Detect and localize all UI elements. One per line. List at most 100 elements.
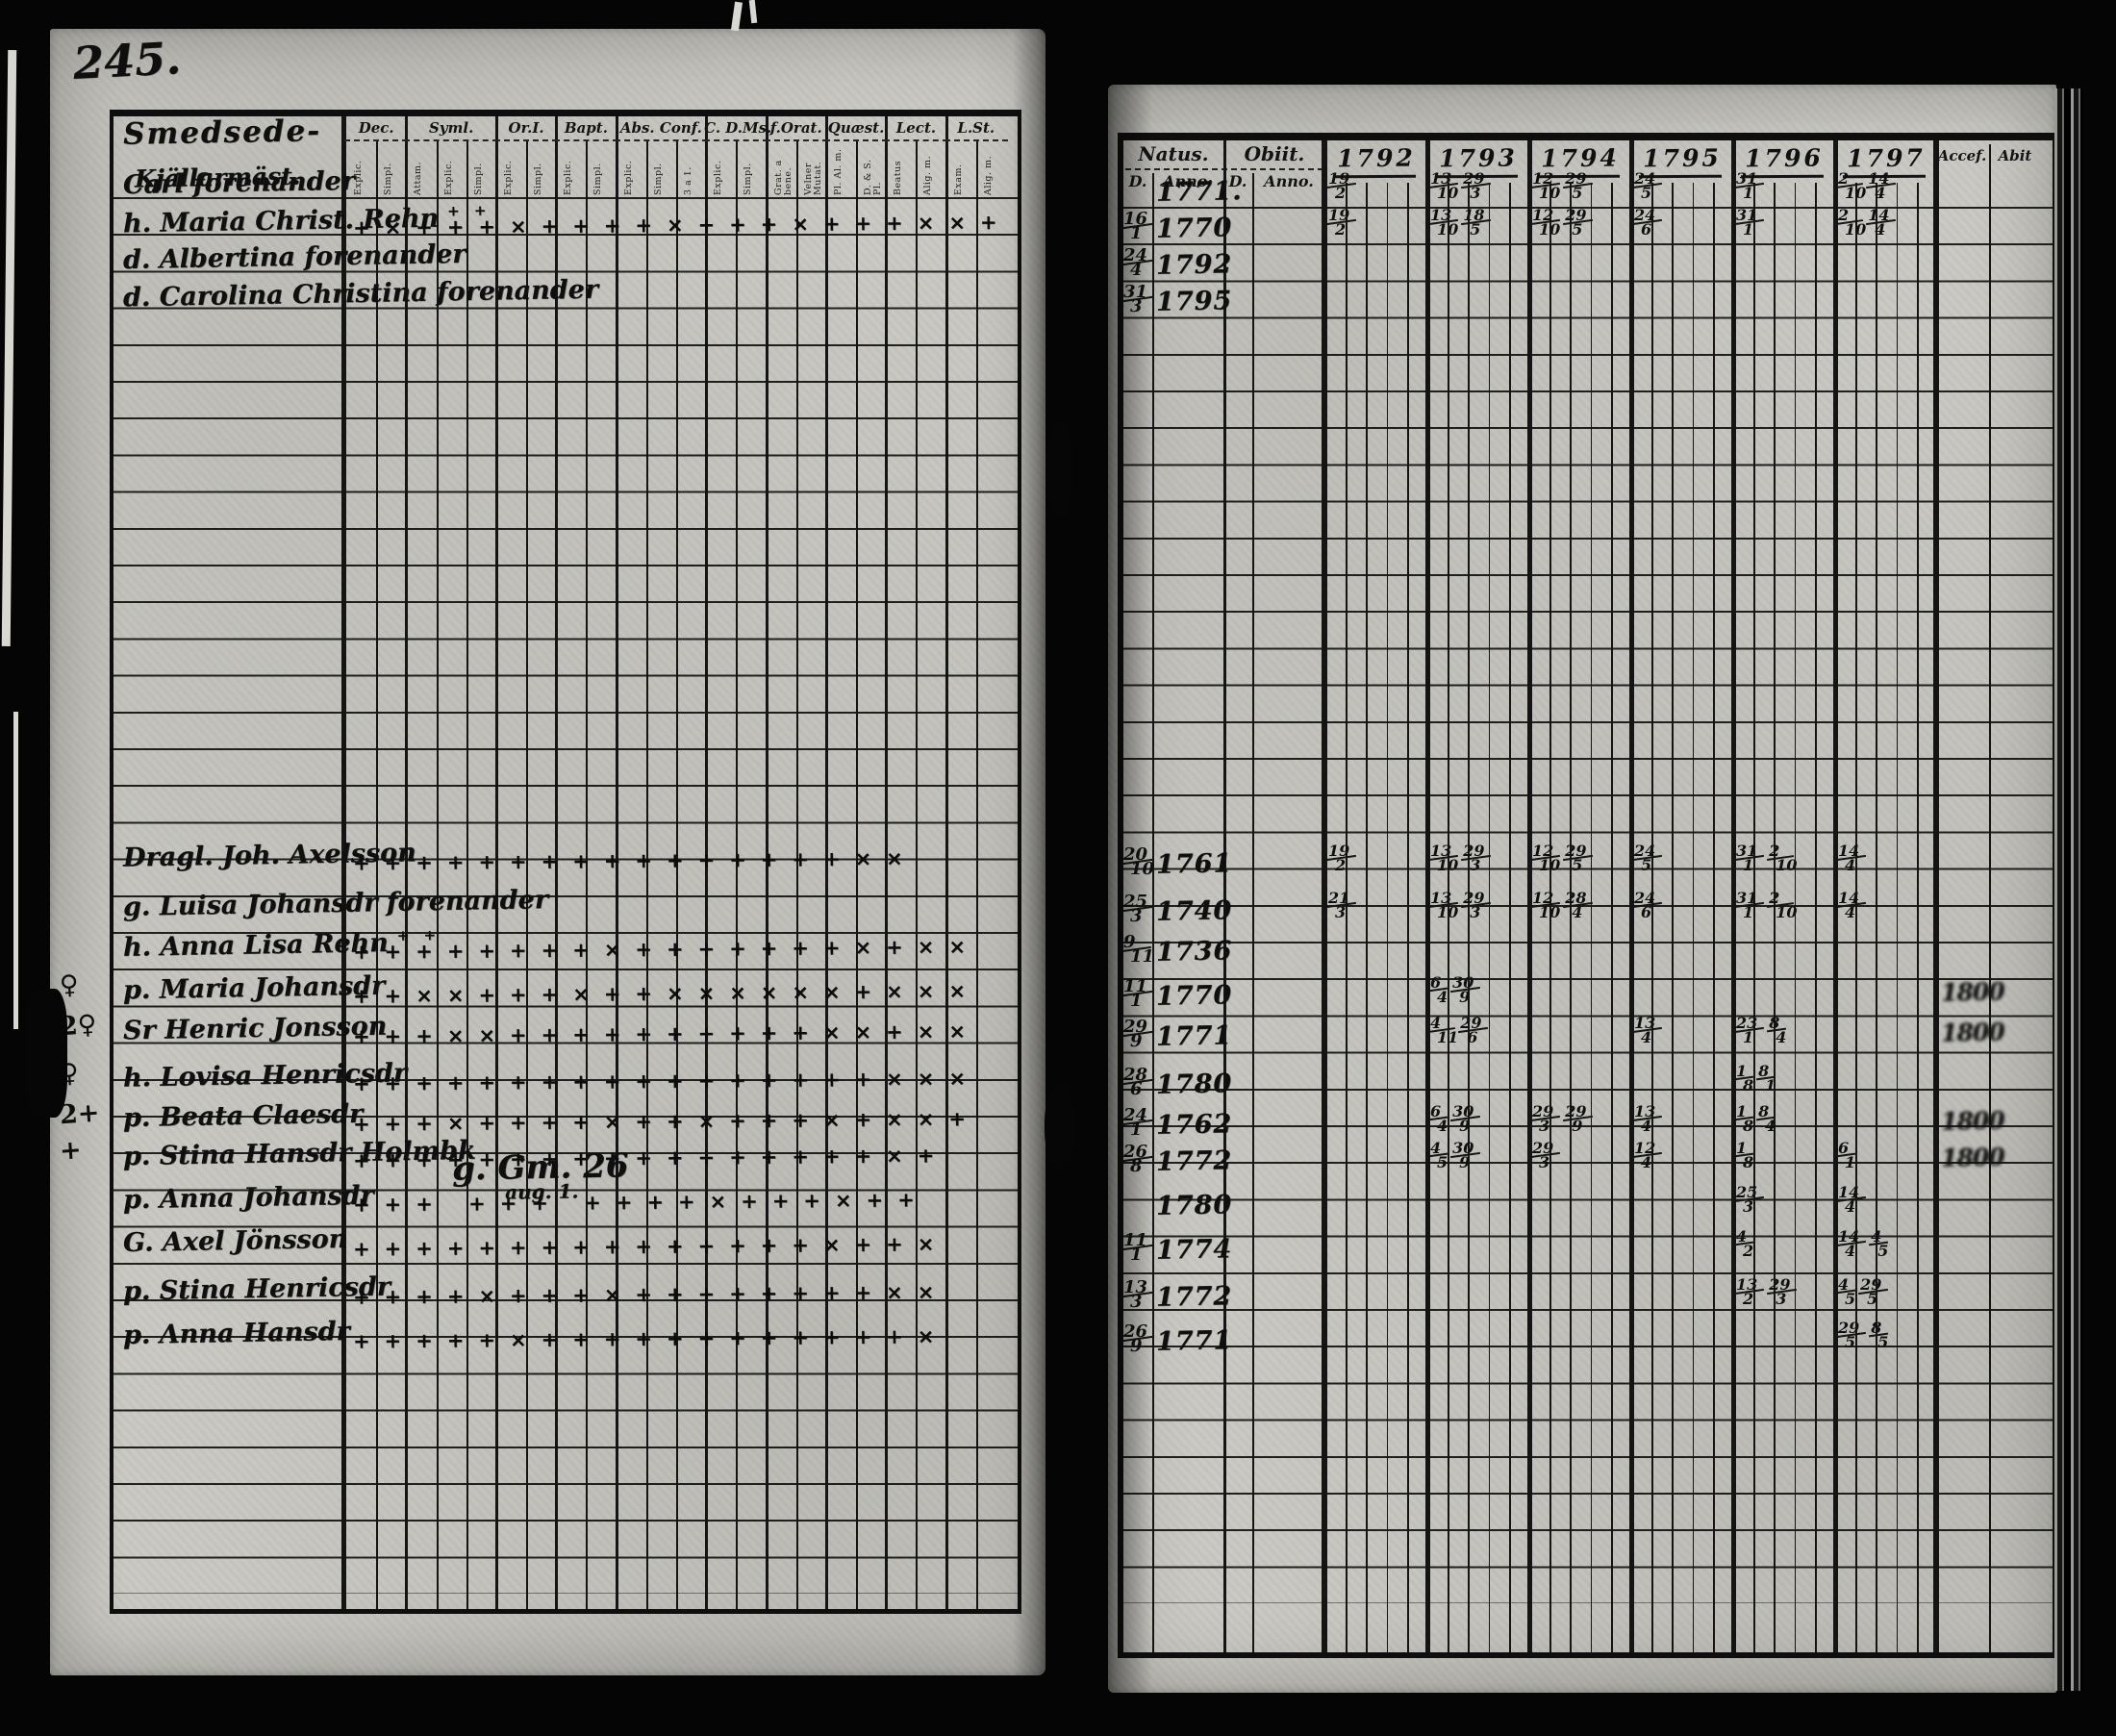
grid-vline-group xyxy=(615,116,618,1609)
fraction-denominator: 10 xyxy=(1130,858,1155,879)
fraction-denominator: 10 xyxy=(1776,903,1798,922)
fraction-numerator: 4 xyxy=(1838,1276,1852,1293)
grid-vline-thin xyxy=(916,141,919,1609)
date-fraction: 2 10 xyxy=(1838,170,1866,200)
accessit-smudge: 1800 xyxy=(1940,977,2004,1007)
fraction-denominator: 1 xyxy=(1130,1244,1143,1265)
fraction-denominator: 5 xyxy=(1572,219,1583,239)
fraction-denominator: 11 xyxy=(1130,946,1155,968)
natus-year: 1761 xyxy=(1155,848,1233,880)
year-cell: 13 4 xyxy=(1634,1103,1669,1133)
natus-year: 1772 xyxy=(1155,1281,1233,1314)
fraction-denominator: 2 xyxy=(1335,219,1347,239)
fraction-numerator: 16 xyxy=(1123,210,1150,227)
natus-day: 28 6 xyxy=(1123,1066,1161,1097)
grid-vline-sub xyxy=(1570,183,1573,1652)
fraction-numerator: 28 xyxy=(1565,891,1589,906)
grid-vline-sub xyxy=(1346,183,1348,1652)
fraction-numerator: 31 xyxy=(1123,284,1150,301)
natus-year: 1770 xyxy=(1155,213,1233,244)
grid-vline-sub xyxy=(1590,183,1593,1652)
year-cell: 12 4 xyxy=(1634,1141,1669,1170)
natus-day: 11 1 xyxy=(1123,978,1161,1010)
grid-vline-sub xyxy=(1448,183,1449,1652)
grid-vline-sub xyxy=(1651,183,1653,1652)
fraction-denominator: 5 xyxy=(1572,183,1583,202)
left-table-frame: Dec. Explic. Simpl. Syml. Attam. Explic. Simpl… xyxy=(110,110,1021,1614)
grid-vline-thin xyxy=(795,141,798,1609)
fraction-denominator: 9 xyxy=(1459,1153,1471,1172)
date-fraction: 25 3 xyxy=(1123,893,1152,925)
fraction-numerator: 6 xyxy=(1430,1103,1444,1120)
natus-year: 1772 xyxy=(1155,1145,1233,1177)
fraction-numerator: 14 xyxy=(1868,170,1892,187)
fraction-numerator: 29 xyxy=(1123,1019,1150,1036)
year-cell: 14 4 xyxy=(1838,891,1873,920)
fraction-denominator: 1 xyxy=(1765,1075,1776,1094)
date-fraction: 29 5 xyxy=(1565,207,1591,237)
fraction-numerator: 26 xyxy=(1123,1144,1150,1161)
fraction-numerator: 31 xyxy=(1736,207,1760,223)
fraction-numerator: 12 xyxy=(1532,170,1556,187)
date-fraction: 29 3 xyxy=(1769,1276,1795,1306)
subcolumn-label: Simpl. xyxy=(743,163,754,195)
column-group-label: Or.I. xyxy=(493,116,559,141)
record-ticks: ++++×+++×++++++++×× xyxy=(352,1280,949,1309)
fraction-denominator: 1 xyxy=(1743,183,1754,202)
fraction-denominator: 10 xyxy=(1539,855,1561,874)
date-fraction: 14 4 xyxy=(1868,207,1894,237)
natus-day: 24 1 xyxy=(1123,1106,1161,1138)
grid-vline-thick xyxy=(1833,140,1838,1652)
fraction-numerator: 13 xyxy=(1430,207,1454,223)
fraction-numerator: 29 xyxy=(1565,170,1589,187)
date-fraction: 12 10 xyxy=(1532,170,1560,200)
fraction-numerator: 12 xyxy=(1532,207,1556,223)
fraction-denominator: 3 xyxy=(1776,1289,1787,1308)
fraction-denominator: 5 xyxy=(1877,1241,1889,1260)
date-fraction: 24 1 xyxy=(1123,1106,1152,1138)
fraction-numerator: 4 xyxy=(1736,1228,1750,1245)
grid-vline-med xyxy=(1223,140,1226,1652)
fraction-denominator: 9 xyxy=(1130,1031,1143,1052)
grid-vline-sub xyxy=(1692,183,1695,1652)
fraction-denominator: 8 xyxy=(1743,1075,1754,1094)
page-number: 245. xyxy=(71,32,183,89)
fraction-denominator: 1 xyxy=(1130,1119,1143,1140)
grid-vline-thin xyxy=(466,141,468,1609)
fraction-numerator: 30 xyxy=(1452,1103,1476,1120)
column-group-label: Lect. xyxy=(884,116,948,141)
grid-vline-sub xyxy=(1508,183,1511,1652)
binding-clasp-blot xyxy=(1045,1085,1075,1168)
date-fraction: 13 2 xyxy=(1736,1276,1762,1306)
grid-vline-group xyxy=(405,116,409,1609)
fraction-denominator: 10 xyxy=(1437,855,1459,874)
fraction-numerator: 24 xyxy=(1634,207,1658,223)
record-ticks: +++++++++++++++×++× xyxy=(352,1232,949,1261)
year-cell: 29 3 xyxy=(1532,1141,1567,1170)
grid-vline-group xyxy=(705,116,709,1609)
fraction-numerator: 19 xyxy=(1328,207,1352,223)
record-ticks: +++××++++++++++××+×× xyxy=(352,1019,981,1048)
date-fraction: 29 5 xyxy=(1565,170,1591,200)
fraction-numerator: 31 xyxy=(1736,170,1760,187)
natus-day: 31 3 xyxy=(1123,284,1161,315)
record-name: p. Maria Johansdr xyxy=(122,970,386,1006)
grid-vline-sub xyxy=(1794,183,1797,1652)
grid-vline-thin xyxy=(1152,173,1154,1652)
natus-day: 11 1 xyxy=(1123,1231,1161,1265)
grid-vline-thin xyxy=(645,141,648,1609)
date-fraction: 14 4 xyxy=(1838,1228,1864,1258)
subcolumn-label: Simpl. xyxy=(653,163,664,195)
fraction-numerator: 30 xyxy=(1452,1141,1476,1156)
fraction-denominator: 5 xyxy=(1437,1153,1448,1172)
grid-vline-thick xyxy=(1322,140,1327,1652)
grid-vline-sub xyxy=(1549,183,1551,1652)
date-fraction: 24 5 xyxy=(1634,843,1660,872)
